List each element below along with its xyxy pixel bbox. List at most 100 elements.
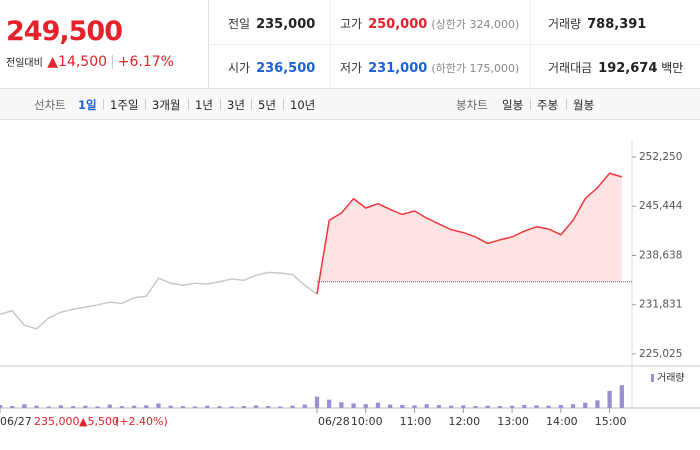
volume-bar [314,396,320,408]
row-divider [208,44,700,45]
volume-bar [290,405,295,408]
volume-bar [217,406,222,408]
stat-label: 저가 [340,61,363,75]
price-line [316,172,623,295]
volume-bar [558,404,563,408]
volume-bar [522,404,527,408]
tab-group-label: 선차트 [34,98,66,112]
tab[interactable]: 1년 [195,98,213,112]
stat-label: 거래대금 [548,61,593,75]
volume-bar [46,406,51,408]
volume-bar [131,405,137,408]
stat-unit: 백만 [661,61,684,75]
prev-change: ▲5,500 [79,415,119,428]
tab-group-label: 봉차트 [456,98,488,112]
volume-bar [412,405,417,408]
y-tick-label: 252,250 [639,151,682,163]
tab[interactable]: 3년 [227,98,245,112]
period-tabs: 선차트 1일 1주일 3개월 1년 3년 5년 10년 봉차트 일봉 주봉 월봉 [0,89,700,120]
volume-legend-swatch [651,374,654,382]
stat-value: 788,391 [587,17,647,32]
volume-bar [351,403,356,408]
x-tick-label: 11:00 [400,415,432,428]
volume-bar [534,405,539,408]
stat: 거래량 788,391 [548,15,646,32]
x-tick-label: 06/27 [0,415,32,428]
stat-value: 235,000 [256,17,316,32]
prev-change-pct: (+2.40%) [115,415,168,428]
stat: 저가 231,000 (하한가 175,000) [340,59,519,76]
tab[interactable]: 월봉 [573,98,595,112]
stat-label: 거래량 [548,17,582,31]
stat-label: 전일 [228,17,251,31]
x-tick-label: 15:00 [595,415,627,428]
stat: 거래대금 192,674 백만 [548,59,683,76]
volume-bar [607,390,612,408]
volume-bar [107,404,112,408]
separator: | [110,54,115,70]
tab[interactable]: 주봉 [537,98,559,112]
volume-bar [619,385,624,408]
tab-separator [566,99,567,110]
volume-bar [485,405,490,408]
volume-bar [473,406,478,408]
x-tick-label: 14:00 [546,415,578,428]
volume-bar [266,406,271,408]
tab[interactable]: 5년 [258,98,276,112]
tab-separator [530,99,531,110]
tab[interactable]: 일봉 [502,98,524,112]
volume-bar [278,406,283,408]
stat-value: 192,674 [598,61,658,76]
stat: 시가 236,500 [228,59,315,76]
y-tick-label: 225,025 [639,348,682,360]
x-tick-label: 06/28 [318,415,350,428]
current-price: 249,500 [6,16,123,47]
price-line [0,271,318,330]
volume-bar [448,405,454,408]
volume-bar [363,404,368,408]
volume-bar [595,400,600,408]
volume-bar [34,405,39,408]
stat-label: 고가 [340,17,363,31]
x-tick-label: 10:00 [351,415,383,428]
volume-bar [58,405,64,408]
volume-bar [253,405,259,408]
volume-legend: 거래량 [657,372,685,384]
volume-bar [71,406,76,408]
tab-separator [220,99,221,110]
volume-bar [302,404,307,408]
volume-bar [205,405,210,408]
area-fill [317,173,622,295]
volume-bar [22,404,27,408]
tab[interactable]: 1주일 [110,98,139,112]
y-tick-label: 245,444 [639,200,683,212]
volume-bar [570,404,576,408]
tab-separator [251,99,252,110]
stat-note: (하한가 175,000) [431,62,520,75]
tab-separator [188,99,189,110]
tab-separator [283,99,284,110]
volume-bar [95,406,100,408]
volume-bar [10,406,15,408]
volume-bar [497,406,503,408]
volume-bar [388,404,393,408]
tab-separator [145,99,146,110]
change-amount: ▲14,500 [47,54,108,70]
volume-bar [180,406,186,408]
volume-bar [339,402,344,408]
tab[interactable]: 10년 [290,98,316,112]
col-divider [530,0,531,88]
tab[interactable]: 1일 [78,98,97,112]
price-box: 249,500 전일대비 ▲14,500 | +6.17% [0,0,209,88]
stat-note: (상한가 324,000) [431,18,520,31]
tab[interactable]: 3개월 [152,98,181,112]
volume-bar [241,406,246,408]
x-tick-label: 12:00 [448,415,480,428]
stat-value: 250,000 [368,17,428,32]
x-tick-label: 13:00 [497,415,529,428]
volume-bar [400,404,405,408]
volume-bar [327,399,332,408]
volume-bar [546,405,551,408]
